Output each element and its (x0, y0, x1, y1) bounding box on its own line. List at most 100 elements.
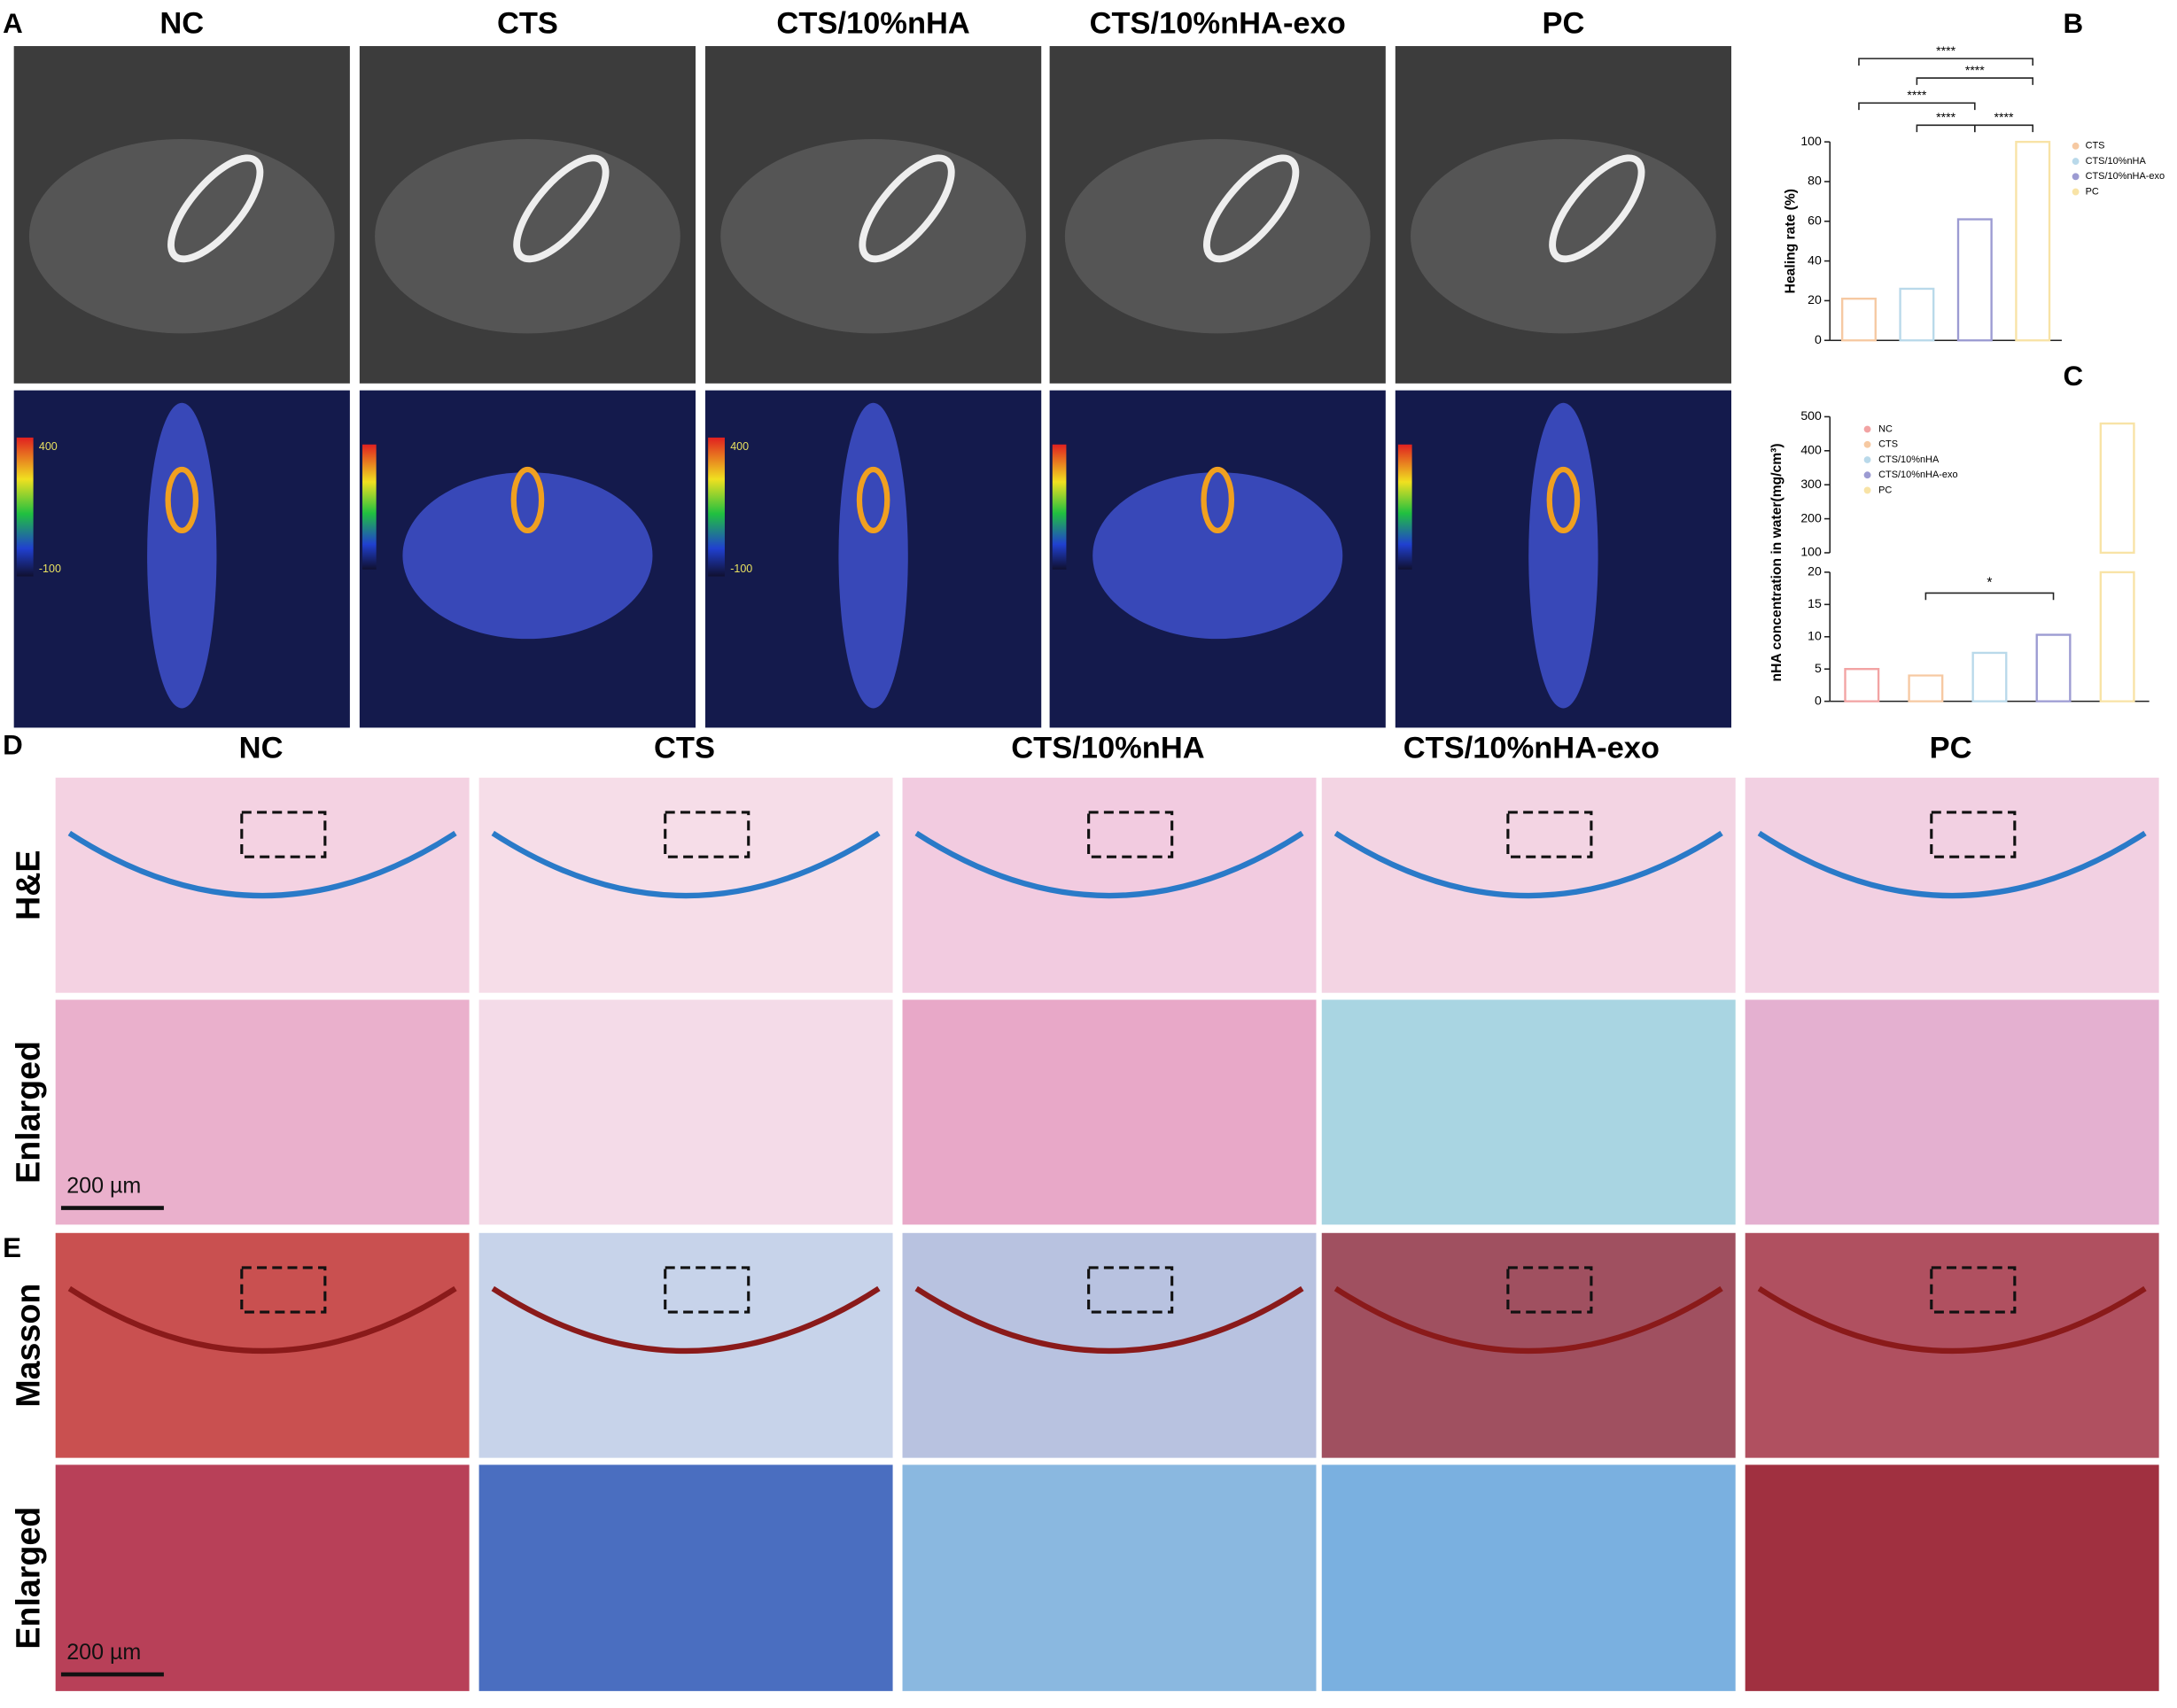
colorbar (362, 444, 377, 570)
y-tick-label: 100 (1800, 134, 1822, 148)
legend-swatch (1863, 456, 1871, 463)
histology-image (902, 999, 1317, 1225)
significance-bracket (1924, 592, 2055, 601)
histology-image (1745, 1464, 2159, 1691)
roi-box (240, 811, 327, 858)
bar (2015, 140, 2051, 342)
colorbar-max: 400 (730, 440, 749, 453)
bar (2035, 633, 2072, 703)
colorbar-min: -100 (39, 563, 61, 575)
ct-body (720, 139, 1026, 334)
column-header: CTS/10%nHA (776, 7, 969, 41)
bar (2099, 422, 2135, 703)
column-header: CTS/10%nHA (1011, 732, 1204, 765)
y-tick-label: 100 (1800, 545, 1822, 559)
significance-bracket (1858, 58, 2034, 66)
y-tick-label: 20 (1808, 292, 1822, 307)
column-header: PC (1930, 732, 1972, 765)
column-header: NC (239, 732, 284, 765)
histology-image (902, 1232, 1317, 1458)
y-tick-label: 20 (1808, 564, 1822, 578)
color-ct-body (838, 402, 908, 709)
bar (1844, 668, 1880, 703)
roi-box (664, 1266, 750, 1314)
color-ct-body (1092, 472, 1343, 640)
y-tick-label: 500 (1800, 408, 1822, 423)
row-label: Enlarged (9, 1041, 46, 1184)
tissue-outline (914, 1285, 1304, 1354)
tissue-outline (491, 1285, 881, 1354)
color-ct-body (1528, 402, 1598, 709)
histology-image (478, 999, 893, 1225)
bar (1908, 674, 1944, 703)
ct-body (28, 139, 335, 334)
roi-box (664, 811, 750, 858)
legend-label: PC (2086, 186, 2099, 197)
histology-image (55, 1464, 470, 1691)
y-tick-label: 60 (1808, 213, 1822, 227)
significance-label: **** (1965, 63, 1985, 77)
roi-box (1087, 811, 1174, 858)
column-header: CTS/10%nHA-exo (1403, 732, 1660, 765)
significance-bracket (1916, 77, 2034, 85)
histology-image (55, 999, 470, 1225)
histology-image (1321, 777, 1736, 993)
roi-box (1930, 1266, 2017, 1314)
colorbar (16, 437, 34, 577)
bar (1956, 218, 1993, 342)
y-tick-label: 200 (1800, 510, 1822, 524)
ct-body (375, 139, 680, 334)
y-tick-label: 80 (1808, 174, 1822, 188)
histology-image (1321, 1232, 1736, 1458)
legend-swatch (2072, 173, 2080, 181)
histology-image (478, 1232, 893, 1458)
bar (1899, 287, 1935, 342)
significance-label: **** (1907, 88, 1926, 102)
bar (1840, 297, 1877, 342)
legend-label: CTS/10%nHA-exo (2086, 171, 2165, 182)
y-tick-label: 300 (1800, 477, 1822, 491)
y-tick-label: 15 (1808, 596, 1822, 610)
tissue-outline (1333, 1285, 1723, 1354)
ct-bone (513, 154, 610, 263)
y-tick-label: 0 (1815, 693, 1822, 707)
ct-bone (167, 154, 264, 263)
roi-box (1506, 1266, 1593, 1314)
significance-bracket (1916, 124, 1976, 133)
legend-label: CTS (2086, 141, 2105, 151)
tissue-outline (67, 1285, 457, 1354)
legend-swatch (1863, 440, 1871, 448)
significance-label: **** (1994, 110, 2014, 124)
histology-image (1745, 1232, 2159, 1458)
roi-box (1930, 811, 2017, 858)
histology-image (1321, 1464, 1736, 1691)
legend-swatch (2072, 142, 2080, 150)
histology-image (55, 777, 470, 993)
y-tick-label: 0 (1815, 332, 1822, 346)
roi-box (1506, 811, 1593, 858)
ct-bone (1203, 154, 1300, 263)
significance-label: **** (1936, 43, 1955, 58)
legend-swatch (2072, 188, 2080, 196)
color-ct-bone (1201, 466, 1235, 534)
column-header: CTS/10%nHA-exo (1090, 7, 1346, 41)
roi-box (240, 1266, 327, 1314)
ct-bone (1549, 154, 1645, 263)
panel-letter: B (2064, 8, 2084, 39)
colorbar-max: 400 (39, 440, 58, 453)
legend-label: CTS/10%nHA-exo (1878, 470, 1958, 480)
significance-bracket (1858, 102, 1976, 111)
color-ct-body (402, 472, 653, 640)
column-header: NC (159, 7, 204, 41)
significance-bracket (1974, 124, 2034, 133)
tissue-outline (491, 830, 881, 899)
color-ct-bone (856, 466, 890, 534)
y-tick-label: 40 (1808, 252, 1822, 267)
legend-swatch (2072, 158, 2080, 166)
histology-image (478, 777, 893, 993)
tissue-outline (1757, 830, 2147, 899)
color-ct-bone (510, 466, 545, 534)
histology-image (55, 1232, 470, 1458)
colorbar (708, 437, 725, 577)
